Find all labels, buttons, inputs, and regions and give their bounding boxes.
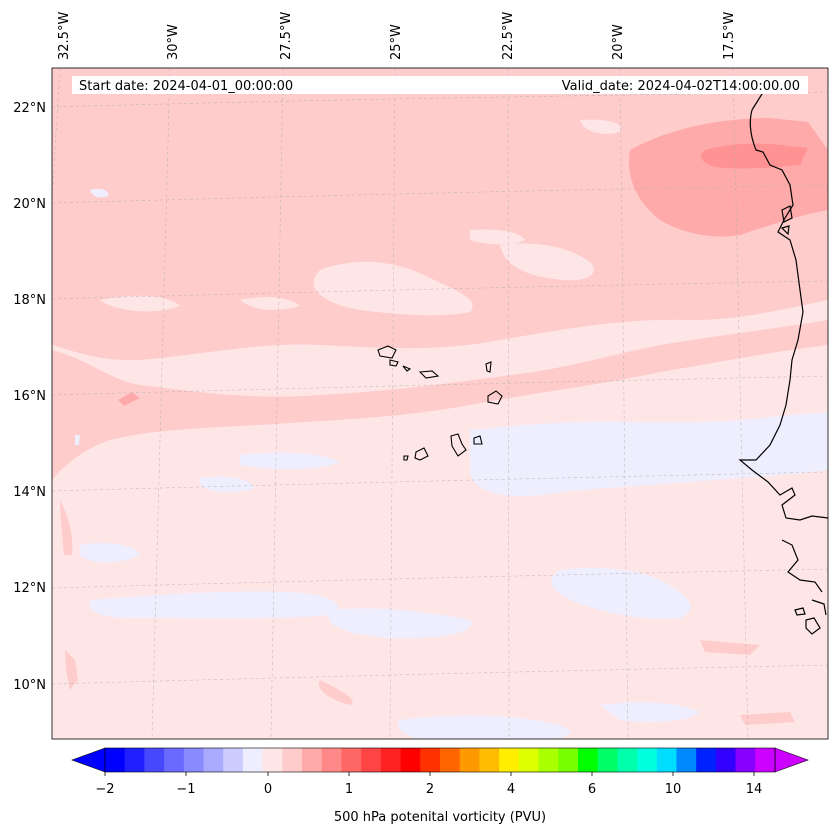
colorbar-cell: [459, 748, 480, 772]
colorbar-cell: [144, 748, 165, 772]
lat-label: 20°N: [13, 197, 46, 212]
colorbar-cell: [400, 748, 421, 772]
pv-contour-light: [52, 68, 828, 725]
colorbar-cell: [597, 748, 618, 772]
colorbar-cell: [341, 748, 362, 772]
map-frame: [51, 67, 829, 740]
colorbar-ticks: [104, 772, 755, 776]
african-coastline: [738, 79, 829, 521]
colorbar-cell: [538, 748, 559, 772]
colorbar-cell: [262, 748, 283, 772]
colorbar-cell: [223, 748, 244, 772]
colorbar-cell: [321, 748, 342, 772]
colorbar-tick-label: 2: [426, 782, 434, 797]
colorbar-tick-label: −2: [95, 782, 114, 797]
header-box: [72, 76, 808, 94]
lon-label: 17.5°W: [722, 12, 737, 60]
lon-label: 20°W: [611, 24, 626, 60]
colorbar-tick-label: 0: [264, 782, 272, 797]
colorbar-cell: [440, 748, 461, 772]
colorbar: −2 −1 0 1 2 4 6 10 14 500 hPa potenital …: [71, 747, 809, 825]
colorbar-tick-label: 1: [345, 782, 353, 797]
cape-verde-islands: [377, 345, 503, 461]
colorbar-cell: [124, 748, 145, 772]
colorbar-cell: [518, 748, 540, 772]
colorbar-cell: [676, 748, 697, 772]
colorbar-under-arrow: [71, 747, 106, 773]
colorbar-cell: [735, 748, 756, 772]
colorbar-cell: [755, 748, 776, 772]
lon-label: 32.5°W: [57, 12, 72, 60]
pv-contour-strong: [701, 143, 808, 169]
pv-zero-holes: [100, 119, 621, 316]
colorbar-cell: [715, 748, 737, 772]
colorbar-tick-label: 14: [746, 782, 763, 797]
valid-date-label: Valid_date: 2024-04-02T14:00:00.00: [562, 79, 800, 94]
lat-label: 12°N: [13, 581, 46, 596]
lat-label: 10°N: [13, 678, 46, 693]
lon-label: 30°W: [166, 24, 181, 60]
colorbar-frame: [104, 747, 776, 773]
lon-label: 27.5°W: [279, 12, 294, 60]
colorbar-cell: [617, 748, 638, 772]
colorbar-tick-label: −1: [176, 782, 195, 797]
colorbar-tick-labels: −2 −1 0 1 2 4 6 10 14: [95, 782, 762, 797]
colorbar-cell: [479, 748, 500, 772]
start-date-label: Start date: 2024-04-01_00:00:00: [79, 79, 293, 94]
colorbar-cells: [105, 748, 776, 772]
colorbar-cell: [105, 748, 126, 772]
colorbar-cell: [361, 748, 382, 772]
colorbar-cell: [696, 748, 717, 772]
colorbar-cell: [282, 748, 303, 772]
colorbar-over-arrow: [774, 747, 809, 773]
colorbar-tick-label: 6: [588, 782, 596, 797]
latitude-axis: 22°N 20°N 18°N 16°N 14°N 12°N 10°N: [13, 101, 46, 693]
colorbar-cell: [499, 748, 520, 772]
colorbar-cell: [656, 748, 677, 772]
graticule: [51, 67, 829, 740]
colorbar-cell: [242, 748, 264, 772]
coastline: [738, 79, 829, 635]
pv-contour-negative: [75, 188, 828, 739]
lon-label: 25°W: [389, 24, 404, 60]
colorbar-cell: [164, 748, 185, 772]
colorbar-title: 500 hPa potenital vorticity (PVU): [334, 810, 546, 825]
colorbar-cell: [203, 748, 224, 772]
colorbar-cell: [637, 748, 658, 772]
lat-label: 14°N: [13, 485, 46, 500]
colorbar-cell: [183, 748, 205, 772]
lat-label: 22°N: [13, 101, 46, 116]
colorbar-cell: [558, 748, 579, 772]
colorbar-tick-label: 4: [507, 782, 515, 797]
colorbar-cell: [302, 748, 323, 772]
lat-label: 18°N: [13, 293, 46, 308]
colorbar-cell: [577, 748, 599, 772]
longitude-axis: 32.5°W 30°W 27.5°W 25°W 22.5°W 20°W 17.5…: [57, 12, 737, 60]
colorbar-tick-label: 10: [665, 782, 682, 797]
lon-label: 22.5°W: [501, 12, 516, 60]
map-panel: Start date: 2024-04-01_00:00:00 Valid_da…: [51, 67, 829, 740]
colorbar-cell: [420, 748, 441, 772]
colorbar-cell: [380, 748, 402, 772]
lat-label: 16°N: [13, 389, 46, 404]
